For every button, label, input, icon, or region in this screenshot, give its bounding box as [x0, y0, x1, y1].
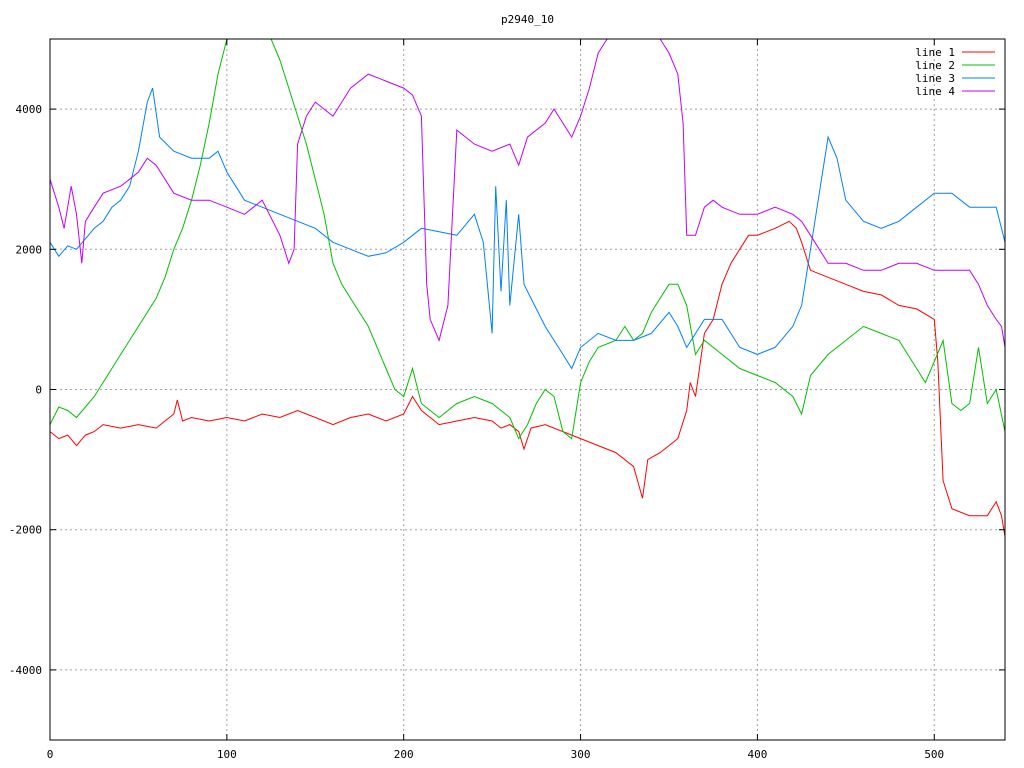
- legend-label: line 1: [915, 46, 955, 59]
- chart-title: p2940_10: [501, 13, 554, 26]
- series-lines: [49, 38, 1006, 537]
- legend-label: line 3: [915, 72, 955, 85]
- series-line-2: [49, 38, 1006, 440]
- grid-lines: [50, 39, 1005, 740]
- tick-labels: 0 100 200 300 400 500 -4000 -2000 0 2000 4000: [9, 39, 1005, 761]
- y-tick-label: 4000: [16, 103, 43, 116]
- x-tick-label: 500: [924, 748, 944, 761]
- y-tick-label: -2000: [9, 524, 42, 537]
- legend-label: line 2: [915, 59, 955, 72]
- x-tick-label: 400: [747, 748, 767, 761]
- y-tick-label: -4000: [9, 664, 42, 677]
- series-line-4: [49, 38, 1006, 348]
- y-tick-label: 2000: [16, 243, 43, 256]
- x-tick-label: 200: [394, 748, 414, 761]
- x-tick-label: 0: [47, 748, 54, 761]
- x-tick-label: 100: [217, 748, 237, 761]
- y-tick-label: 0: [35, 384, 42, 397]
- series-line-3: [49, 87, 1006, 370]
- series-line-1: [49, 220, 1006, 537]
- legend-label: line 4: [915, 85, 955, 98]
- x-tick-label: 300: [571, 748, 591, 761]
